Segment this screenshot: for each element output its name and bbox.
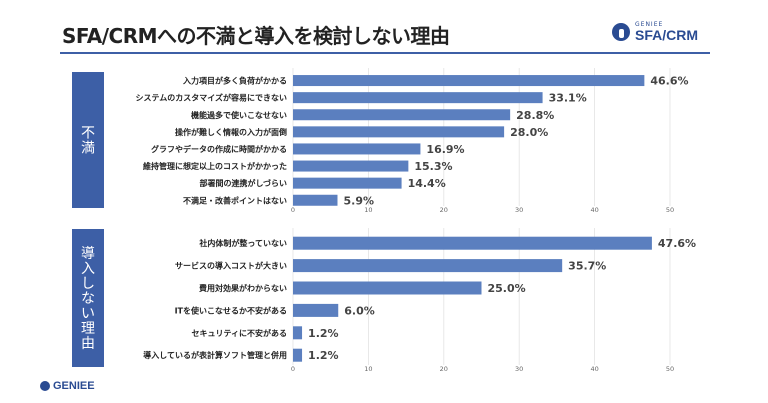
brand-small-text: GENIEE: [635, 21, 664, 28]
data-label: 47.6%: [658, 237, 696, 250]
chart-title: SFA/CRMへの不満と導入を検討しない理由: [62, 24, 450, 48]
bar: [293, 126, 505, 138]
category-label: 機能過多で使いこなせない: [191, 110, 287, 120]
category-label: 導入しているが表計算ソフト管理と併用: [143, 350, 287, 360]
tick-label: 30: [515, 365, 523, 373]
data-label: 25.0%: [488, 282, 526, 295]
data-label: 5.9%: [343, 194, 374, 207]
tick-label: 40: [590, 206, 598, 214]
data-label: 46.6%: [650, 75, 688, 88]
category-label: 部署間の連携がしづらい: [199, 178, 287, 188]
bar: [293, 236, 652, 250]
tick-label: 20: [440, 365, 448, 373]
geniee-logo-icon: [40, 381, 50, 391]
category-label: ITを使いこなせるか不安がある: [175, 305, 287, 315]
category-label: システムのカスタマイズが容易にできない: [135, 93, 287, 103]
tick-label: 0: [291, 365, 295, 373]
data-label: 28.8%: [516, 109, 554, 122]
data-label: 6.0%: [344, 304, 375, 317]
tick-label: 0: [291, 206, 295, 214]
section-label: 不満: [81, 126, 95, 157]
bar: [293, 259, 563, 273]
section-label-box: [72, 229, 104, 367]
tick-label: 20: [440, 206, 448, 214]
category-label: 操作が難しく情報の入力が面倒: [175, 127, 287, 137]
bar: [293, 303, 339, 317]
data-label: 33.1%: [549, 92, 587, 105]
data-label: 1.2%: [308, 327, 339, 340]
info-icon: [612, 23, 630, 41]
category-label: 維持管理に想定以上のコストがかかった: [143, 161, 287, 171]
tick-label: 30: [515, 206, 523, 214]
bar: [293, 92, 543, 104]
data-label: 15.3%: [414, 160, 452, 173]
data-label: 14.4%: [408, 177, 446, 190]
bar: [293, 348, 303, 362]
footer-logo-text: GENIEE: [53, 380, 95, 392]
category-label: セキュリティに不安がある: [191, 328, 287, 338]
bar: [293, 143, 421, 155]
category-label: 不満足・改善ポイントはない: [183, 195, 287, 205]
footer-logo: GENIEE: [40, 380, 95, 392]
tick-label: 50: [666, 365, 674, 373]
tick-label: 40: [590, 365, 598, 373]
category-label: グラフやデータの作成に時間がかかる: [151, 144, 287, 154]
data-label: 1.2%: [308, 349, 339, 362]
data-label: 28.0%: [510, 126, 548, 139]
bar: [293, 160, 409, 172]
tick-label: 10: [364, 206, 372, 214]
bar: [293, 177, 402, 189]
tick-label: 10: [364, 365, 372, 373]
data-label: 16.9%: [426, 143, 464, 156]
tick-label: 50: [666, 206, 674, 214]
bar: [293, 75, 645, 87]
category-label: 費用対効果がわからない: [199, 283, 287, 293]
bar: [293, 194, 338, 206]
category-label: サービスの導入コストが大きい: [175, 261, 287, 271]
bar: [293, 109, 511, 121]
section-label: 導入しない理由: [81, 246, 95, 352]
brand-logo: GENIEE SFA/CRM: [612, 22, 698, 42]
category-label: 社内体制が整っていない: [198, 238, 287, 248]
category-label: 入力項目が多く負荷がかかる: [182, 76, 287, 86]
brand-big-text: SFA/CRM: [635, 27, 698, 43]
section-label-box: [72, 72, 104, 208]
data-label: 35.7%: [568, 260, 606, 273]
bar: [293, 326, 303, 340]
title-underline: [60, 52, 710, 54]
bar: [293, 281, 482, 295]
